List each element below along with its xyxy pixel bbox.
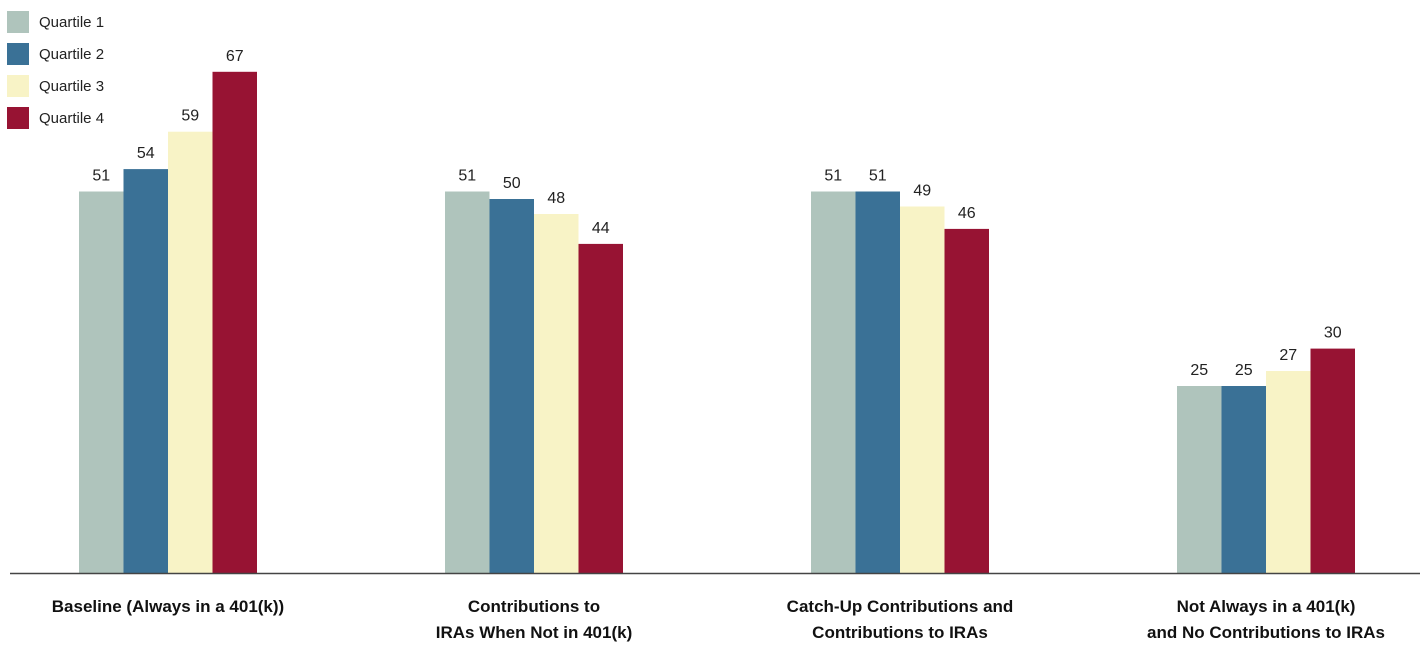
x-tick-label-line: Baseline (Always in a 401(k)) bbox=[51, 597, 285, 616]
data-label: 50 bbox=[503, 175, 521, 192]
legend-label: Quartile 2 bbox=[39, 45, 105, 63]
x-tick-label-line: Contributions to IRAs bbox=[812, 623, 988, 642]
x-tick-label-line: Not Always in a 401(k) bbox=[1176, 597, 1356, 616]
data-label: 25 bbox=[1235, 362, 1253, 379]
data-label: 51 bbox=[824, 168, 842, 185]
legend-item: Quartile 1 bbox=[7, 6, 104, 38]
x-tick-label-line: Contributions to bbox=[467, 597, 601, 616]
legend-label: Quartile 4 bbox=[39, 109, 105, 127]
bar bbox=[1310, 348, 1355, 573]
bar bbox=[168, 131, 213, 573]
legend-item: Quartile 3 bbox=[7, 70, 104, 102]
bar bbox=[900, 206, 945, 573]
legend-swatch bbox=[7, 11, 29, 33]
x-tick-label: Catch-Up Contributions and Contributions … bbox=[730, 594, 1070, 646]
bar bbox=[123, 169, 168, 573]
data-label: 59 bbox=[181, 108, 199, 125]
x-tick-label-line: IRAs When Not in 401(k) bbox=[435, 623, 633, 642]
data-label: 46 bbox=[958, 205, 976, 222]
x-tick-label: Contributions to IRAs When Not in 401(k) bbox=[364, 594, 704, 646]
data-label: 51 bbox=[92, 168, 110, 185]
data-label: 54 bbox=[137, 145, 155, 162]
bar bbox=[1177, 386, 1222, 573]
legend-swatch bbox=[7, 75, 29, 97]
data-label: 25 bbox=[1190, 362, 1208, 379]
legend-item: Quartile 2 bbox=[7, 38, 104, 70]
data-label: 51 bbox=[869, 168, 887, 185]
data-label: 48 bbox=[547, 190, 565, 207]
bar bbox=[944, 228, 989, 573]
legend-label: Quartile 1 bbox=[39, 13, 105, 31]
data-label: 49 bbox=[913, 183, 931, 200]
legend-item: Quartile 4 bbox=[7, 102, 104, 134]
x-tick-label: Not Always in a 401(k) and No Contributio… bbox=[1096, 594, 1427, 646]
data-label: 30 bbox=[1324, 325, 1342, 342]
data-label: 67 bbox=[226, 48, 244, 65]
bar bbox=[489, 199, 534, 573]
data-label: 27 bbox=[1279, 347, 1297, 364]
x-tick-label: Baseline (Always in a 401(k)) bbox=[0, 594, 338, 620]
legend: Quartile 1 Quartile 2 Quartile 3 Quartile 4 bbox=[7, 6, 104, 134]
bar bbox=[1221, 386, 1266, 573]
bar bbox=[212, 71, 257, 574]
bar bbox=[811, 191, 856, 573]
legend-swatch bbox=[7, 107, 29, 129]
bar bbox=[79, 191, 124, 573]
x-tick-label-line: Catch-Up Contributions and bbox=[786, 597, 1014, 616]
bar bbox=[1266, 371, 1311, 573]
data-label: 51 bbox=[458, 168, 476, 185]
x-tick-label-line: and No Contributions to IRAs bbox=[1147, 623, 1385, 642]
data-label: 44 bbox=[592, 220, 610, 237]
bar bbox=[534, 214, 579, 573]
bar bbox=[855, 191, 900, 573]
bar bbox=[578, 243, 623, 573]
legend-label: Quartile 3 bbox=[39, 77, 105, 95]
bar bbox=[445, 191, 490, 573]
legend-swatch bbox=[7, 43, 29, 65]
